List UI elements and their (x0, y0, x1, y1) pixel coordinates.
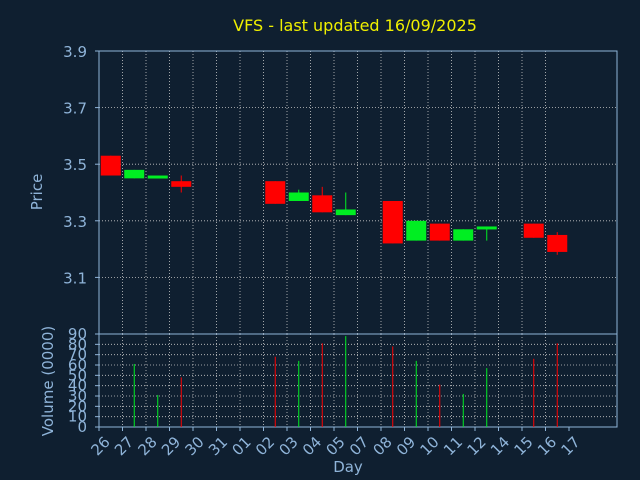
x-tick-label: 14 (487, 433, 513, 459)
price-tick-label: 3.5 (63, 156, 87, 174)
price-panel: 3.1 3.3 3.5 3.7 3.9 (63, 43, 618, 335)
candle-body (523, 223, 544, 238)
x-tick-label: 11 (440, 433, 466, 459)
x-tick-label: 28 (135, 433, 161, 459)
volume-tick-label: 20 (68, 397, 87, 415)
candle-body (382, 200, 403, 244)
candle-body (312, 195, 333, 213)
volume-tick-label: 60 (68, 356, 87, 374)
volume-tick-label: 0 (77, 418, 87, 436)
x-tick-label: 04 (299, 433, 325, 459)
x-tick-label: 05 (323, 433, 349, 459)
x-tick-label: 26 (88, 433, 114, 459)
volume-axis-label: Volume (0000) (39, 326, 57, 436)
x-tick-labels: 2627282930310102030405070809101112141516… (88, 427, 584, 459)
price-tick-label: 3.9 (63, 43, 87, 61)
x-tick-label: 30 (182, 433, 208, 459)
candle-body (100, 155, 121, 176)
volume-tick-label: 40 (68, 377, 87, 395)
volume-frame (98, 333, 618, 428)
x-tick-label: 17 (558, 433, 584, 459)
volume-tick-label: 70 (68, 346, 87, 364)
candle-body (476, 226, 497, 230)
candle-body (147, 175, 168, 179)
candle-body (453, 229, 474, 241)
x-tick-label: 12 (464, 433, 490, 459)
candle-body (406, 220, 427, 241)
x-axis-label: Day (333, 458, 363, 476)
candle-body (547, 234, 568, 252)
candle-body (124, 169, 145, 179)
x-tick-label: 15 (511, 433, 537, 459)
x-tick-label: 03 (276, 433, 302, 459)
volume-tick-label: 10 (68, 408, 87, 426)
candle-body (171, 181, 192, 187)
x-tick-label: 10 (417, 433, 443, 459)
price-frame (98, 50, 618, 335)
price-tick-label: 3.7 (63, 100, 87, 118)
volume-tick-label: 50 (68, 366, 87, 384)
candle-body (265, 181, 286, 204)
volume-tick-label: 90 (68, 325, 87, 343)
x-tick-label: 31 (205, 433, 231, 459)
candle-body (288, 192, 309, 201)
x-tick-label: 09 (393, 433, 419, 459)
x-tick-label: 07 (346, 433, 372, 459)
x-tick-label: 08 (370, 433, 396, 459)
x-tick-label: 29 (158, 433, 184, 459)
volume-tick-label: 30 (68, 387, 87, 405)
volume-tick-label: 80 (68, 335, 87, 353)
price-tick-label: 3.1 (63, 269, 87, 287)
candle-body (429, 223, 450, 241)
candle-body (335, 209, 356, 216)
x-tick-label: 27 (111, 433, 137, 459)
price-axis-label: Price (28, 174, 46, 211)
x-tick-label: 01 (229, 433, 255, 459)
price-tick-label: 3.3 (63, 213, 87, 231)
x-tick-label: 02 (252, 433, 278, 459)
x-tick-label: 16 (534, 433, 560, 459)
chart-title: VFS - last updated 16/09/2025 (233, 16, 477, 35)
